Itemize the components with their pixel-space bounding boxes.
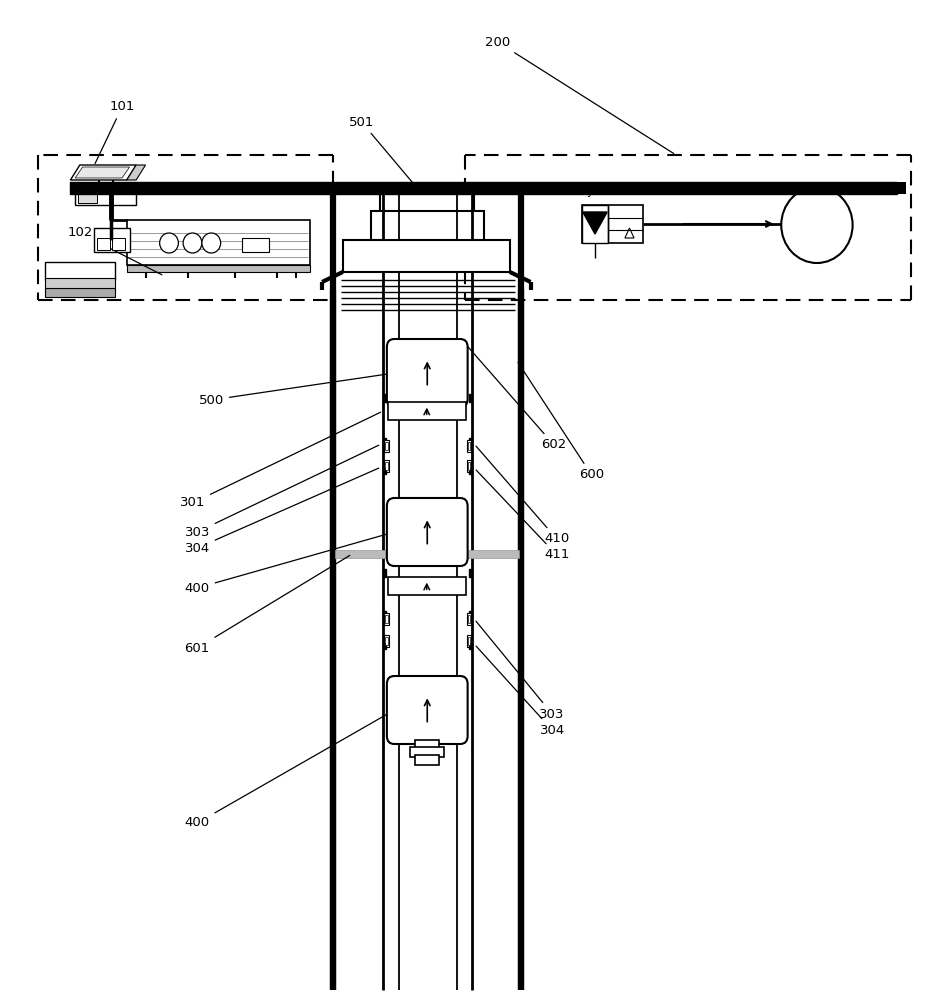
Bar <box>468 442 470 450</box>
Bar <box>383 569 386 577</box>
Bar <box>383 643 386 649</box>
Bar <box>384 613 389 625</box>
Text: 500: 500 <box>199 373 392 406</box>
Bar <box>385 442 388 450</box>
Bar <box>97 238 110 250</box>
Bar <box>470 468 472 474</box>
Bar <box>470 643 472 649</box>
Bar <box>242 238 269 252</box>
Circle shape <box>183 233 202 253</box>
Text: 102: 102 <box>67 227 162 275</box>
Bar <box>45 288 115 297</box>
Text: 200: 200 <box>485 35 674 154</box>
Bar <box>75 191 136 205</box>
Bar <box>415 755 439 765</box>
Bar <box>94 228 130 252</box>
Bar <box>383 438 386 444</box>
Bar <box>380 186 474 213</box>
Bar <box>470 182 906 194</box>
Bar <box>468 637 470 645</box>
Bar <box>70 182 897 194</box>
Bar <box>467 460 471 472</box>
Circle shape <box>781 187 853 263</box>
Bar <box>45 278 115 290</box>
Text: x: x <box>623 219 629 229</box>
Bar <box>470 569 472 577</box>
Bar <box>470 394 472 402</box>
Bar <box>343 240 510 272</box>
Bar <box>385 637 388 645</box>
Text: 400: 400 <box>185 533 392 594</box>
Bar <box>80 186 131 193</box>
Text: 602: 602 <box>464 342 566 452</box>
Bar <box>467 440 471 452</box>
Bar <box>112 238 125 250</box>
Polygon shape <box>127 165 146 180</box>
Circle shape <box>202 233 221 253</box>
Bar <box>415 740 439 750</box>
Bar <box>127 265 310 272</box>
Bar <box>78 193 97 203</box>
Bar <box>371 211 484 242</box>
Text: 600: 600 <box>518 362 604 482</box>
Bar <box>467 635 471 647</box>
Bar <box>468 615 470 623</box>
Bar <box>45 262 115 280</box>
Bar <box>388 577 466 595</box>
Bar <box>468 462 470 470</box>
Bar <box>470 438 472 444</box>
Bar <box>383 611 386 617</box>
Polygon shape <box>583 212 608 234</box>
Bar <box>410 747 444 757</box>
Bar <box>384 440 389 452</box>
Text: 304: 304 <box>476 646 564 736</box>
Circle shape <box>160 233 178 253</box>
Text: 101: 101 <box>95 101 135 163</box>
Text: 410: 410 <box>476 446 569 546</box>
Bar <box>582 205 608 243</box>
Bar <box>385 615 388 623</box>
Bar <box>385 462 388 470</box>
Text: y: y <box>587 187 593 197</box>
Bar <box>467 613 471 625</box>
Bar <box>388 402 466 420</box>
Polygon shape <box>625 228 634 238</box>
Text: 304: 304 <box>185 468 378 554</box>
Polygon shape <box>75 167 130 178</box>
Bar <box>582 205 643 243</box>
Bar <box>335 550 519 558</box>
Text: 301: 301 <box>179 412 380 510</box>
Text: 601: 601 <box>185 555 349 654</box>
Bar <box>384 460 389 472</box>
Text: 411: 411 <box>476 470 570 562</box>
Text: 400: 400 <box>185 711 392 830</box>
FancyBboxPatch shape <box>387 339 468 407</box>
Text: 501: 501 <box>348 115 425 198</box>
FancyBboxPatch shape <box>387 676 468 744</box>
Bar <box>383 394 386 402</box>
Text: M: M <box>809 218 824 232</box>
Text: 303: 303 <box>476 621 565 720</box>
Bar <box>127 220 310 265</box>
FancyBboxPatch shape <box>387 498 468 566</box>
Text: 303: 303 <box>184 445 378 538</box>
Bar <box>384 635 389 647</box>
Polygon shape <box>70 165 136 180</box>
Bar <box>383 468 386 474</box>
Bar <box>470 611 472 617</box>
